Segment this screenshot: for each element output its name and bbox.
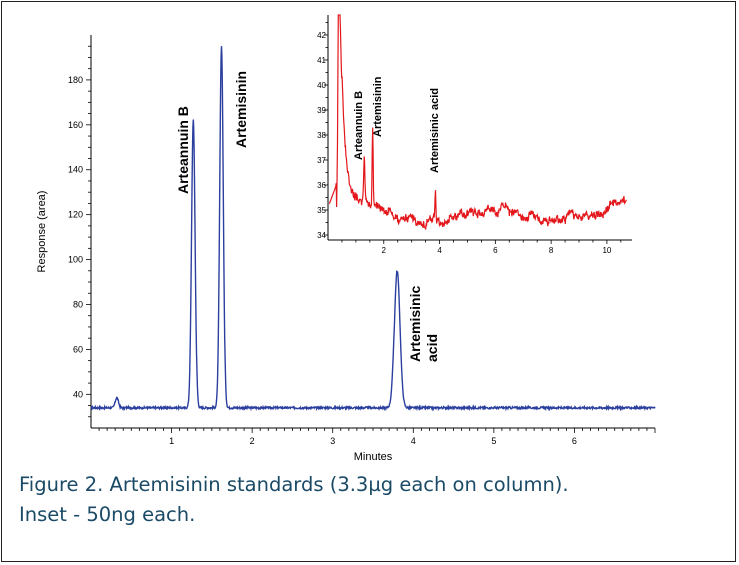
inset-y-tick-label: 34 <box>317 231 326 240</box>
inset-y-tick-label: 39 <box>317 106 326 115</box>
main-x-tick-label: 4 <box>411 436 416 446</box>
main-x-tick-label: 6 <box>572 436 577 446</box>
main-y-tick-label: 180 <box>68 75 83 85</box>
inset-x-tick-label: 4 <box>437 246 442 255</box>
inset-x-tick-label: 10 <box>602 246 611 255</box>
main-y-axis-title: Response (area) <box>36 191 48 273</box>
figure-caption: Figure 2. Artemisinin standards (3.3µg e… <box>19 470 719 530</box>
main-y-tick-label: 120 <box>68 210 83 220</box>
main-y-tick-label: 160 <box>68 120 83 130</box>
inset-trace-line <box>328 14 627 230</box>
main-peak-label-artemisinin: Artemisinin <box>233 71 249 148</box>
main-x-tick-label: 1 <box>169 436 174 446</box>
main-peak-label-artemisinic-acid: Artemisinicacid <box>407 286 440 362</box>
inset-y-tick-label: 38 <box>317 131 326 140</box>
main-y-tick-label: 80 <box>73 299 83 309</box>
inset-peak-label-artemisinic-acid: Artemisinic acid <box>429 88 441 173</box>
inset-peak-label-artemisinin: Artemisinin <box>372 76 384 137</box>
inset-y-tick-label: 37 <box>317 156 326 165</box>
inset-x-ticks: 2 4 6 8 10 <box>341 240 622 255</box>
main-x-ticks: 1 2 3 4 5 6 <box>98 428 656 446</box>
main-x-tick-label: 5 <box>491 436 496 446</box>
inset-x-tick-label: 2 <box>382 246 387 255</box>
main-y-ticks: 40 60 80 100 120 140 160 180 <box>68 45 91 418</box>
main-trace-line <box>90 46 656 412</box>
main-y-tick-label: 40 <box>73 389 83 399</box>
inset-chromatogram: 2 4 6 8 10 34 35 36 37 38 39 40 41 42 Arteannuin B A… <box>312 12 636 260</box>
inset-y-tick-label: 40 <box>317 81 326 90</box>
inset-y-tick-label: 36 <box>317 181 326 190</box>
main-peak-label-arteannuin-b: Arteannuin B <box>175 106 191 194</box>
main-y-tick-label: 60 <box>73 344 83 354</box>
caption-line-1: Figure 2. Artemisinin standards (3.3µg e… <box>19 473 569 496</box>
inset-y-tick-label: 41 <box>317 56 326 65</box>
inset-y-ticks: 34 35 36 37 38 39 40 41 42 <box>317 22 328 240</box>
main-y-tick-label: 100 <box>68 255 83 265</box>
inset-y-tick-label: 35 <box>317 206 326 215</box>
main-x-tick-label: 3 <box>330 436 335 446</box>
caption-line-2: Inset - 50ng each. <box>19 503 196 526</box>
inset-x-tick-label: 6 <box>493 246 498 255</box>
main-y-tick-label: 140 <box>68 165 83 175</box>
main-x-axis-title: Minutes <box>354 451 393 463</box>
inset-x-tick-label: 8 <box>549 246 554 255</box>
inset-y-tick-label: 42 <box>317 31 326 40</box>
inset-peak-label-arteannuin-b: Arteannuin B <box>353 91 365 160</box>
main-x-tick-label: 2 <box>250 436 255 446</box>
